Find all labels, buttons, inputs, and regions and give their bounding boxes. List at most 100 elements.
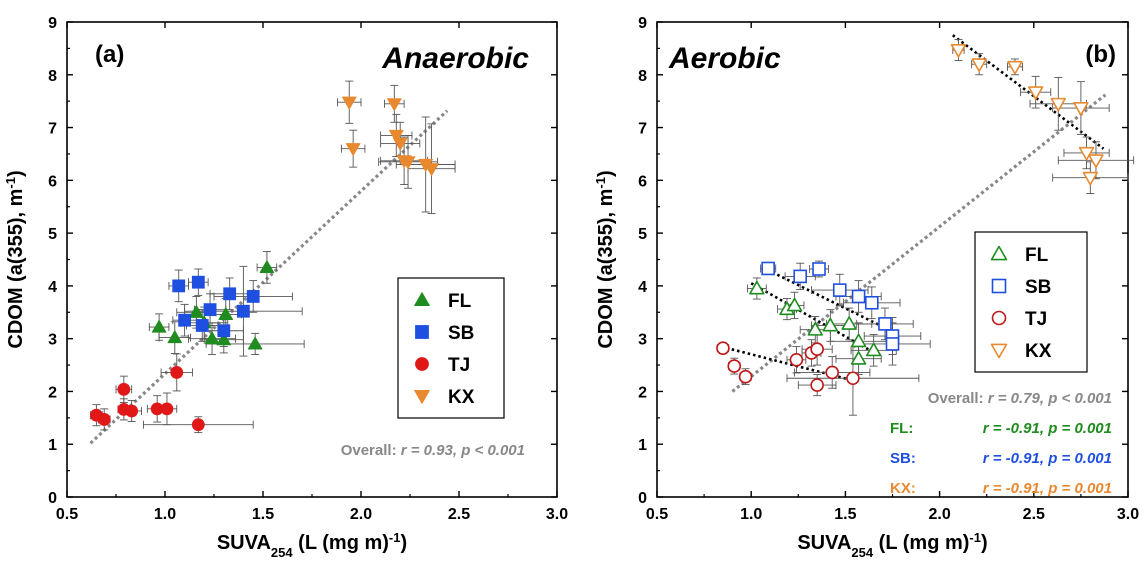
y-tick-label: 6	[48, 173, 57, 190]
legend-label-sb: SB	[448, 323, 474, 344]
data-point-kx	[1007, 60, 1023, 75]
data-point-fl	[259, 260, 275, 273]
x-tick-label: 2.0	[350, 506, 372, 523]
data-point-tj	[789, 352, 804, 367]
y-tick-label: 4	[638, 279, 647, 296]
data-point-tj	[738, 369, 753, 384]
data-point-kx	[1082, 171, 1099, 186]
legend-marker-sb	[415, 325, 429, 339]
data-point-sb	[178, 313, 192, 327]
y-tick-label: 6	[638, 173, 647, 190]
data-point-fl	[189, 304, 204, 318]
chart-panel-b: 0.5 1.0 1.5 2.0 2.5 3.0 0 1 2 3 4 5 6 7 8 9 SUVA254 (L (…	[593, 15, 1140, 560]
data-point-tj	[825, 365, 840, 380]
data-point-fl	[218, 307, 234, 320]
stats-value: r = 0.79, p < 0.001	[988, 390, 1112, 407]
data-point-fl	[216, 332, 232, 346]
data-point-fl	[822, 317, 839, 332]
y-tick-label: 5	[48, 226, 57, 243]
y-axis-label-part: )	[5, 170, 27, 177]
y-tick-label: 1	[638, 437, 647, 454]
legend-label-sb: SB	[1025, 277, 1051, 298]
data-point-sb	[191, 275, 205, 289]
y-tick-label: 7	[638, 121, 647, 138]
y-axis-label-part: -1	[3, 177, 18, 189]
y-axis-label: CDOM (a(355), m-1)	[3, 170, 28, 348]
x-axis-label-part: 254	[271, 545, 293, 560]
legend-box	[397, 277, 505, 419]
data-point-kx	[387, 98, 402, 112]
panel-label: (a)	[95, 41, 124, 68]
data-point-kx	[424, 163, 439, 177]
data-point-kx	[392, 137, 408, 151]
condition-label: Aerobic	[668, 42, 781, 75]
group-fit-line-tj	[720, 345, 856, 383]
y-tick-label: 8	[638, 68, 647, 85]
x-axis-label: SUVA254 (L (mg m)-1)	[797, 530, 987, 560]
legend-marker-kx	[990, 343, 1008, 359]
data-point-kx	[1027, 86, 1044, 100]
x-tick-label: 1.0	[740, 506, 762, 523]
data-point-sb	[761, 261, 775, 276]
x-tick-label: 1.5	[834, 506, 856, 523]
data-point-kx	[388, 129, 404, 143]
data-point-sb	[864, 295, 879, 310]
data-point-kx	[400, 156, 416, 170]
data-point-sb	[223, 287, 237, 301]
data-point-fl	[850, 351, 867, 365]
data-point-kx	[345, 143, 361, 156]
data-point-tj	[125, 404, 139, 418]
x-tick-label: 2.5	[1023, 506, 1045, 523]
data-point-kx	[341, 96, 357, 110]
data-point-kx	[1073, 102, 1089, 116]
data-point-tj	[810, 378, 824, 392]
x-axis-label-part: )	[981, 532, 988, 554]
legend-marker-fl	[414, 292, 430, 307]
data-point-tj	[716, 341, 730, 355]
y-axis-label-part: )	[595, 170, 617, 177]
x-axis-label-part: SUVA	[217, 532, 271, 554]
y-tick-label: 3	[638, 332, 647, 349]
stats-value: r = -0.91, p = 0.001	[983, 450, 1112, 467]
chart-panel-a: 0.5 1.0 1.5 2.0 2.5 3.0 0 1 2 3 4 5 6 7 8 9 SUVA254 (L (…	[3, 15, 569, 560]
y-tick-label: 3	[48, 332, 57, 349]
data-point-fl	[167, 330, 183, 344]
x-axis-label-part: -1	[389, 530, 401, 545]
stats-label: Overall:	[341, 442, 401, 459]
x-tick-label: 3.0	[546, 506, 568, 523]
x-tick-label: 1.5	[252, 506, 274, 523]
data-point-kx	[1088, 154, 1104, 168]
data-point-sb	[195, 319, 209, 332]
data-point-fl	[749, 280, 765, 295]
condition-label: Anaerobic	[381, 42, 529, 75]
stats-label: KX:	[890, 480, 916, 497]
y-tick-label: 4	[48, 279, 57, 296]
legend-marker-tj	[991, 310, 1007, 326]
legend-marker-sb	[991, 278, 1007, 294]
stats-value: r = -0.91, p = 0.001	[983, 480, 1112, 497]
data-point-fl	[807, 321, 823, 336]
y-tick-label: 0	[48, 490, 57, 507]
legend-label-fl: FL	[1025, 245, 1049, 266]
x-axis-label-part: 254	[851, 545, 873, 560]
plot-frame	[66, 21, 558, 498]
y-tick-label: 5	[638, 226, 647, 243]
x-tick-label: 2.0	[928, 506, 950, 523]
legend-marker-fl	[990, 245, 1008, 261]
y-axis-label-part: -1	[593, 177, 608, 189]
x-axis-label-part: (L (mg m)	[293, 532, 389, 554]
stats-label: Overall:	[928, 390, 988, 407]
legend-label-fl: FL	[448, 291, 472, 312]
data-point-kx	[971, 58, 987, 72]
x-tick-label: 0.5	[56, 506, 78, 523]
data-point-kx	[1050, 97, 1066, 112]
y-tick-label: 8	[48, 68, 57, 85]
y-axis-label: CDOM (a(355), m-1)	[593, 170, 618, 348]
data-point-sb	[878, 317, 892, 331]
x-tick-label: 2.5	[448, 506, 470, 523]
stats-annotation: Overall: r = 0.93, p < 0.001	[341, 442, 525, 459]
data-point-sb	[236, 304, 250, 318]
data-point-fl	[865, 342, 882, 357]
data-point-tj	[117, 382, 131, 396]
